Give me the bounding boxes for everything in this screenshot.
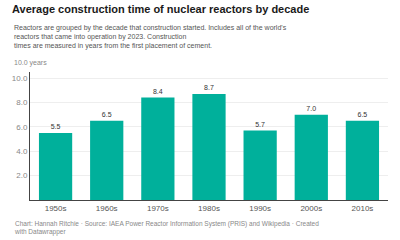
svg-text:2000s: 2000s bbox=[300, 204, 322, 213]
svg-text:5.7: 5.7 bbox=[255, 121, 265, 128]
svg-text:8.7: 8.7 bbox=[204, 84, 214, 91]
svg-text:6.5: 6.5 bbox=[102, 111, 112, 118]
svg-text:2.0: 2.0 bbox=[16, 171, 28, 180]
svg-text:5.5: 5.5 bbox=[51, 123, 61, 130]
svg-text:8.4: 8.4 bbox=[153, 88, 163, 95]
svg-text:7.0: 7.0 bbox=[306, 105, 316, 112]
svg-text:1950s: 1950s bbox=[45, 204, 67, 213]
svg-text:Reactors are grouped by the de: Reactors are grouped by the decade that … bbox=[14, 24, 287, 50]
svg-text:Chart: Hannah Ritchie · Source: Chart: Hannah Ritchie · Source: IAEA Pow… bbox=[14, 220, 319, 236]
svg-text:1980s: 1980s bbox=[198, 204, 220, 213]
svg-text:1960s: 1960s bbox=[96, 204, 118, 213]
svg-text:10.0 years: 10.0 years bbox=[14, 59, 47, 67]
svg-text:2010s: 2010s bbox=[352, 204, 374, 213]
svg-text:1990s: 1990s bbox=[249, 204, 271, 213]
svg-text:1970s: 1970s bbox=[147, 204, 169, 213]
svg-text:6.5: 6.5 bbox=[358, 111, 368, 118]
svg-text:Average construction time of n: Average construction time of nuclear rea… bbox=[12, 3, 309, 15]
svg-text:6.0: 6.0 bbox=[16, 123, 28, 132]
svg-text:10.0: 10.0 bbox=[12, 74, 28, 83]
svg-text:8.0: 8.0 bbox=[16, 98, 28, 107]
svg-text:4.0: 4.0 bbox=[16, 147, 28, 156]
